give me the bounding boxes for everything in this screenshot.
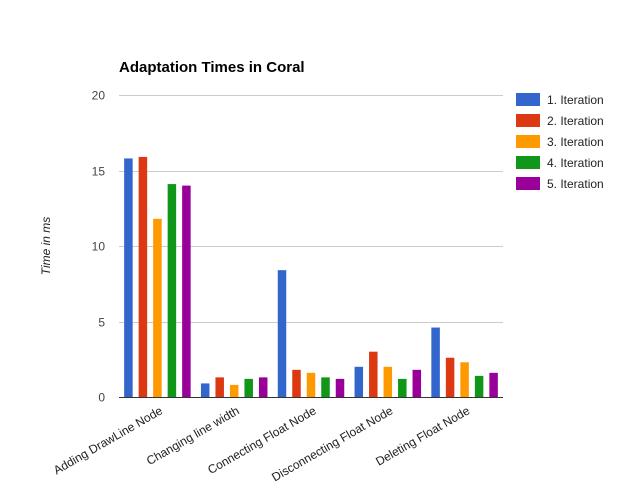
- legend-label: 3. Iteration: [547, 135, 604, 149]
- bar: [321, 377, 330, 397]
- bar: [182, 185, 191, 397]
- bar: [244, 378, 253, 397]
- legend-label: 5. Iteration: [547, 177, 604, 191]
- bar: [383, 366, 393, 397]
- bar: [292, 369, 301, 397]
- bar: [167, 184, 177, 397]
- legend-label: 1. Iteration: [547, 93, 604, 107]
- legend-swatch: [516, 93, 540, 106]
- y-tick-label: 15: [92, 165, 106, 179]
- bar: [153, 218, 162, 397]
- bar: [412, 369, 422, 397]
- y-tick-label: 5: [98, 316, 105, 330]
- y-tick-label: 0: [98, 391, 105, 405]
- bar: [258, 377, 268, 397]
- bar: [489, 372, 498, 397]
- chart-title: Adaptation Times in Coral: [119, 59, 305, 76]
- bar: [215, 377, 224, 397]
- legend-swatch: [516, 156, 540, 169]
- legend-label: 4. Iteration: [547, 156, 604, 170]
- legend-swatch: [516, 135, 540, 148]
- bar: [124, 158, 133, 397]
- bar: [474, 375, 484, 397]
- bar: [354, 366, 364, 397]
- bar: [200, 383, 210, 397]
- legend-swatch: [516, 177, 540, 190]
- bar: [229, 384, 239, 397]
- legend-label: 2. Iteration: [547, 114, 604, 128]
- gridlines: [119, 95, 503, 323]
- bar: [138, 156, 148, 397]
- bar: [306, 372, 316, 397]
- bar: [445, 357, 455, 397]
- x-tick-label: Disconnecting Float Node: [269, 403, 395, 484]
- legend-swatch: [516, 114, 540, 127]
- bar: [460, 362, 469, 397]
- y-tick-label: 10: [92, 240, 106, 254]
- legend: 1. Iteration 2. Iteration 3. Iteration 4. I…: [516, 93, 604, 191]
- bar: [398, 378, 407, 397]
- y-tick-label: 20: [92, 89, 106, 103]
- x-tick-label: Adding DrawLine Node: [51, 403, 165, 477]
- bar: [277, 270, 287, 397]
- bar: [369, 351, 378, 397]
- y-axis-ticks: 0 5 10 15 20: [92, 89, 106, 405]
- y-axis-title: Time in ms: [39, 217, 53, 276]
- bar: [335, 378, 345, 397]
- bars: [124, 156, 498, 397]
- bar: [431, 327, 440, 397]
